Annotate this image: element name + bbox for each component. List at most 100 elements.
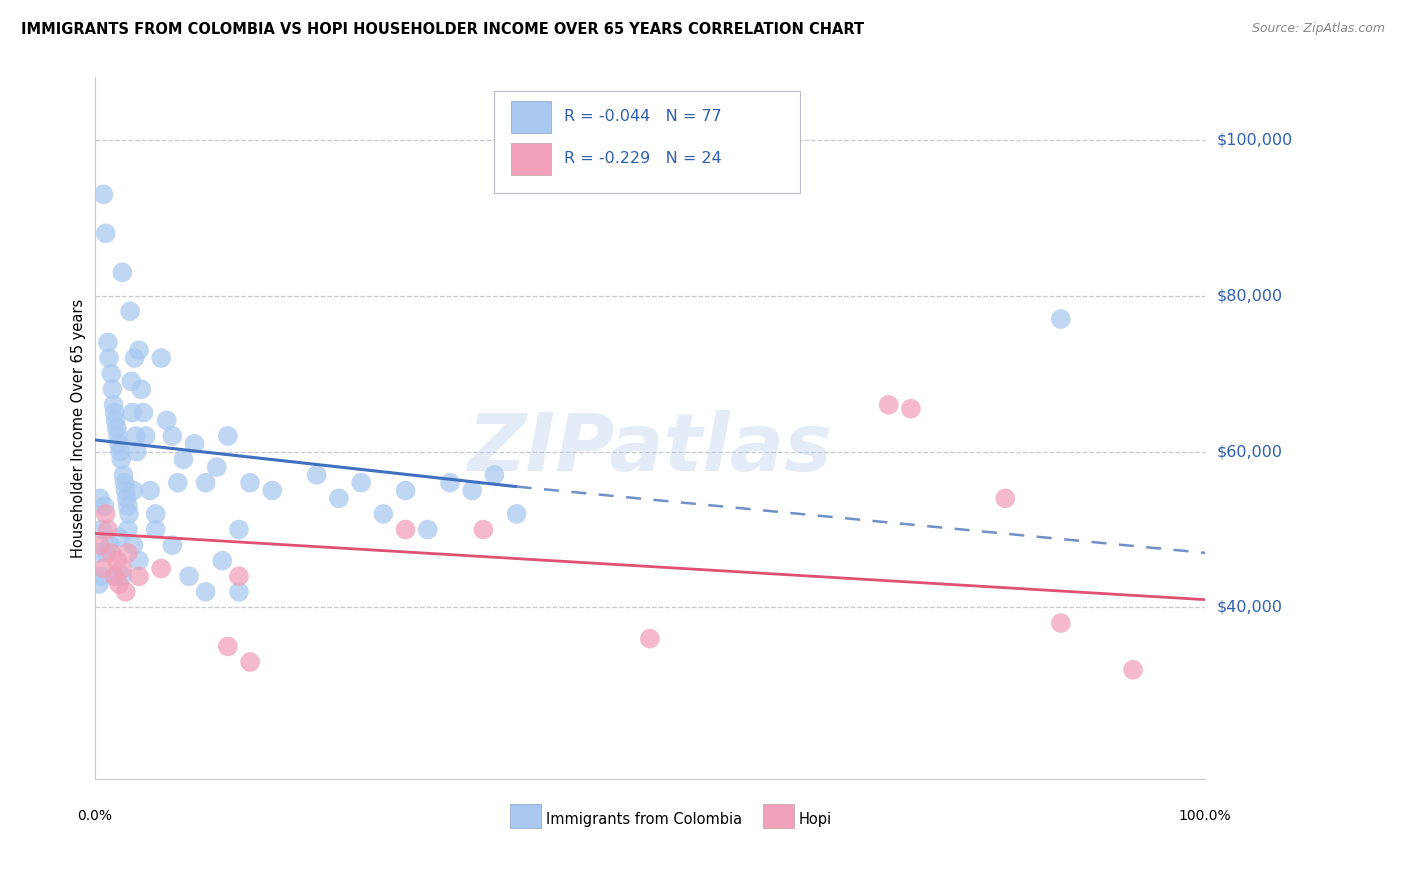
Point [205,460,228,475]
Point [117,499,139,513]
Point [105,554,128,568]
FancyBboxPatch shape [510,101,551,133]
Text: $80,000: $80,000 [1216,288,1282,303]
Point [373,507,395,521]
Point [103,569,125,583]
Point [128,569,150,583]
Point [172,452,194,467]
Point [132,406,155,420]
Point [89,491,111,506]
Point [97,335,120,350]
Point [96,546,118,560]
Point [162,429,184,443]
Text: ZIPatlas: ZIPatlas [467,410,832,488]
Point [167,475,190,490]
Point [416,523,439,537]
Point [124,429,146,443]
Point [120,375,142,389]
Point [994,491,1017,506]
Point [114,585,136,599]
Y-axis label: Householder Income Over 65 years: Householder Income Over 65 years [72,299,86,558]
Point [98,351,121,365]
Point [111,569,134,583]
Point [217,429,239,443]
Point [305,467,328,482]
Point [484,467,506,482]
Point [112,467,135,482]
Point [103,398,125,412]
Point [194,475,217,490]
Point [128,343,150,358]
Point [104,413,127,427]
Point [394,483,416,498]
Point [90,569,112,583]
Point [108,437,131,451]
Point [103,569,125,583]
Point [120,304,142,318]
Point [122,538,145,552]
Point [439,475,461,490]
Text: Source: ZipAtlas.com: Source: ZipAtlas.com [1251,22,1385,36]
Point [145,507,167,521]
Point [118,507,141,521]
Point [211,554,233,568]
Point [1050,615,1073,630]
Point [103,406,125,420]
Point [129,382,152,396]
Point [117,546,139,560]
Point [877,398,900,412]
Point [145,523,167,537]
Point [125,444,148,458]
Point [328,491,350,506]
Point [239,655,262,669]
Point [900,401,922,416]
Point [239,475,262,490]
Text: Hopi: Hopi [799,812,832,827]
Point [100,367,122,381]
Point [150,561,173,575]
Point [93,561,115,575]
Point [128,554,150,568]
Text: 100.0%: 100.0% [1178,809,1232,823]
Point [111,265,134,279]
FancyBboxPatch shape [510,143,551,175]
Point [1050,312,1073,326]
Point [108,530,131,544]
Point [150,351,173,365]
Point [135,429,157,443]
Point [262,483,284,498]
Point [117,523,139,537]
Point [100,546,122,560]
Point [122,483,145,498]
Point [1122,663,1144,677]
Point [139,483,162,498]
Point [121,406,143,420]
Text: $60,000: $60,000 [1216,444,1282,459]
Point [87,546,110,560]
Point [228,569,250,583]
Point [105,421,128,435]
Point [156,413,179,427]
Point [94,507,117,521]
Point [111,561,134,575]
Point [194,585,217,599]
Point [350,475,373,490]
Point [87,577,110,591]
Text: 0.0%: 0.0% [77,809,112,823]
Point [638,632,661,646]
Point [101,382,124,396]
Point [91,523,114,537]
Point [114,475,136,490]
Point [97,523,120,537]
Point [110,452,132,467]
Point [394,523,416,537]
Point [505,507,527,521]
Point [98,538,121,552]
Point [93,499,115,513]
Point [89,538,111,552]
Point [177,569,200,583]
Text: $100,000: $100,000 [1216,132,1292,147]
Text: Immigrants from Colombia: Immigrants from Colombia [546,812,741,827]
Point [228,585,250,599]
Point [108,444,131,458]
